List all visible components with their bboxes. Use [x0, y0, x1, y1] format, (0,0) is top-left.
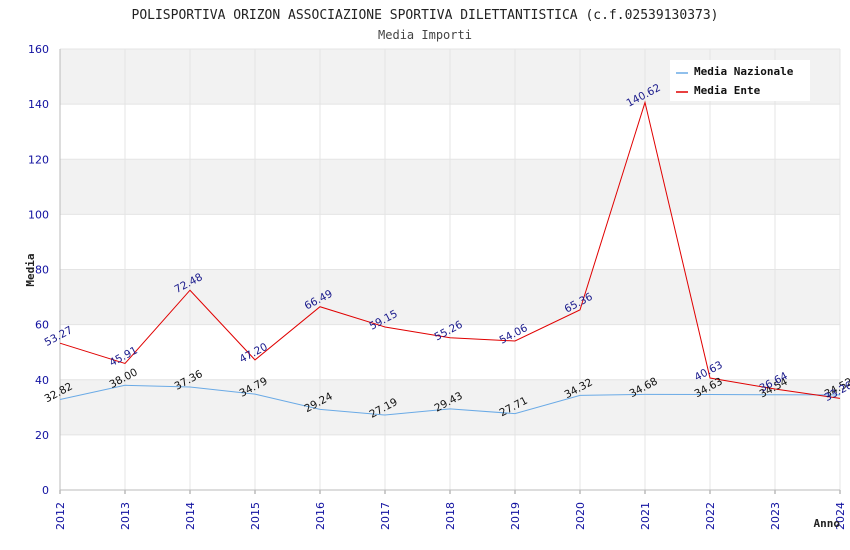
- series-lines: [59, 100, 841, 416]
- axes: [59, 49, 841, 494]
- y-tick-label-140: 140: [28, 98, 49, 111]
- y-tick-label-120: 120: [28, 153, 49, 166]
- x-tick-label-2015: 2015: [249, 502, 262, 530]
- x-tick-label-2022: 2022: [704, 502, 717, 530]
- y-tick-label-20: 20: [35, 429, 49, 442]
- y-tick-label-40: 40: [35, 374, 49, 387]
- x-tick-label-2023: 2023: [769, 502, 782, 530]
- x-axis-ticks: 2012 2013 2014 2015 2016 2017 2018 2019 2020 2021…: [54, 502, 847, 530]
- y-tick-label-100: 100: [28, 208, 49, 221]
- x-tick-label-2019: 2019: [509, 502, 522, 530]
- legend: Media Nazionale Media Ente: [670, 60, 810, 101]
- y-tick-label-80: 80: [35, 264, 49, 277]
- legend-label-media-nazionale: Media Nazionale: [694, 65, 794, 78]
- chart-subtitle: Media Importi: [378, 28, 472, 42]
- chart-title: POLISPORTIVA ORIZON ASSOCIAZIONE SPORTIV…: [132, 8, 719, 23]
- legend-box: [670, 60, 810, 101]
- x-tick-label-2013: 2013: [119, 502, 132, 530]
- x-tick-label-2016: 2016: [314, 502, 327, 530]
- y-axis-ticks: 0 20 40 60 80 100 120 140 160: [28, 43, 49, 497]
- y-axis-label: Media: [24, 253, 37, 286]
- x-tick-label-2020: 2020: [574, 502, 587, 530]
- y-tick-label-60: 60: [35, 319, 49, 332]
- y-tick-label-160: 160: [28, 43, 49, 56]
- x-axis-label: Anno: [814, 517, 841, 530]
- x-tick-label-2021: 2021: [639, 502, 652, 530]
- x-tick-label-2018: 2018: [444, 502, 457, 530]
- x-tick-label-2012: 2012: [54, 502, 67, 530]
- x-tick-label-2014: 2014: [184, 502, 197, 530]
- y-tick-label-0: 0: [42, 484, 49, 497]
- legend-label-media-ente: Media Ente: [694, 84, 761, 97]
- series-line-media-nazionale: [59, 384, 841, 416]
- x-tick-label-2024: 2024: [834, 502, 847, 530]
- series-line-media-ente: [59, 100, 841, 399]
- x-tick-label-2017: 2017: [379, 502, 392, 530]
